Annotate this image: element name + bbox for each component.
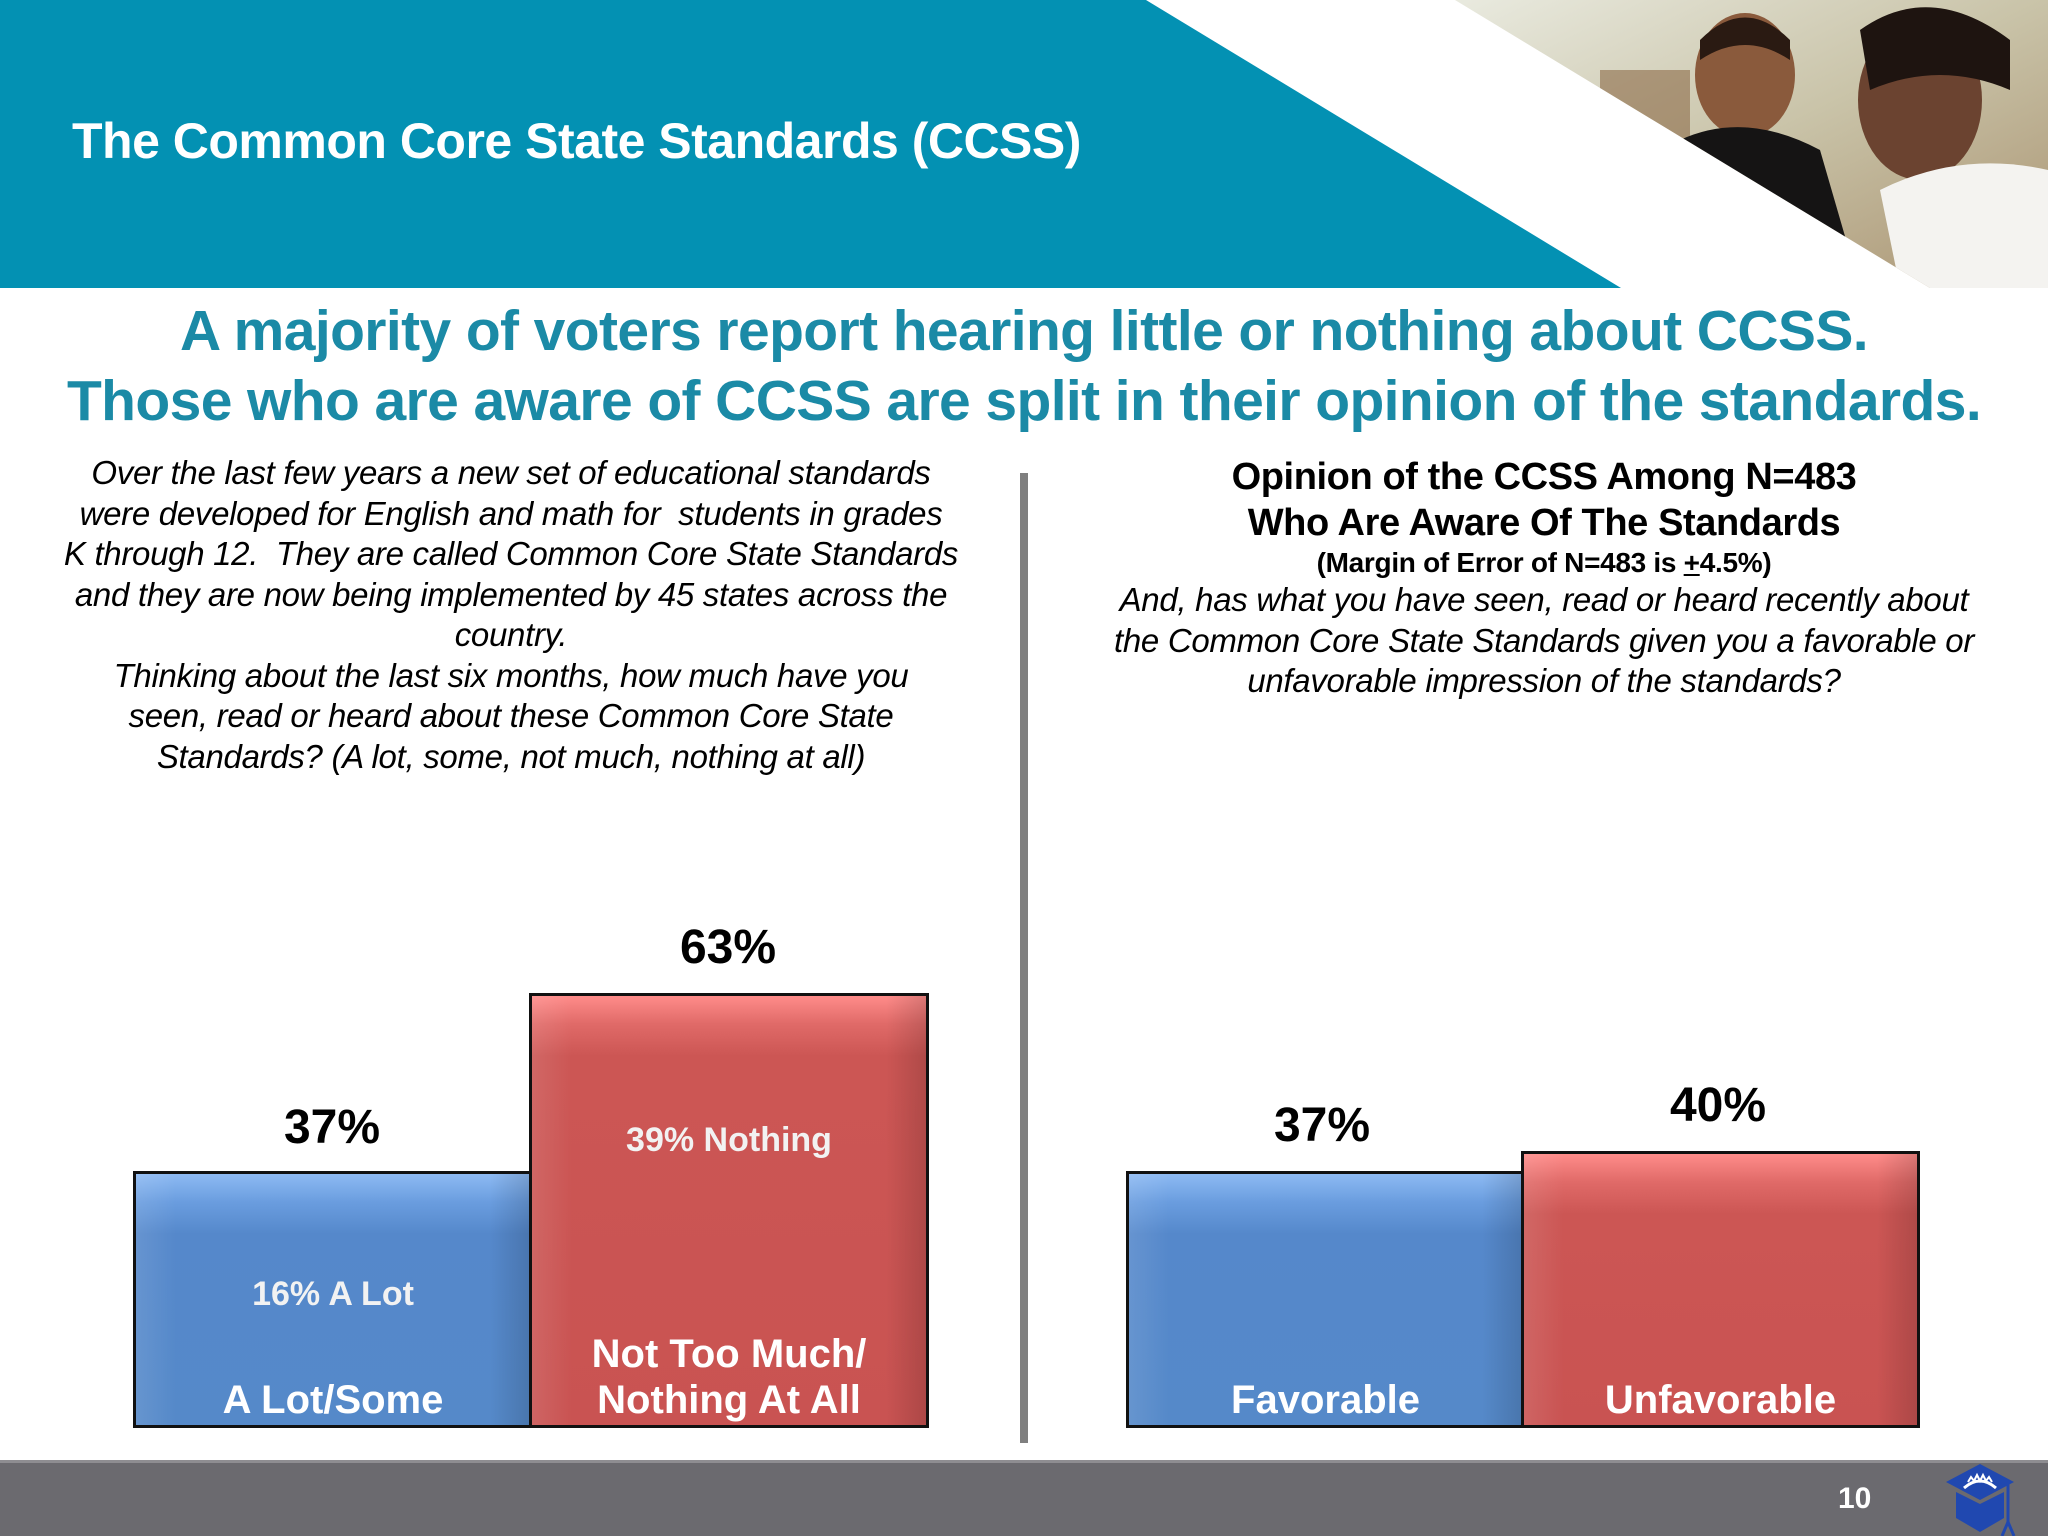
bar-favorable: Favorable <box>1126 1171 1525 1428</box>
bar-sub-label: 16% A Lot <box>252 1275 414 1313</box>
question-line: country. <box>454 616 568 653</box>
question-line: the Common Core State Standards given yo… <box>1113 621 1975 659</box>
bar-value-label: 37% <box>283 1101 381 1154</box>
bar-sub-label: 39% Nothing <box>626 1121 832 1159</box>
bar-category-text: Not Too Much/ Nothing At All <box>591 1332 867 1422</box>
graduation-cap-icon <box>1946 1464 2016 1536</box>
bar-unfavorable: Unfavorable <box>1521 1151 1920 1428</box>
plus-minus-symbol: + <box>1683 547 1700 578</box>
headline-line-1: A majority of voters report hearing litt… <box>179 299 1869 363</box>
slide-headline: A majority of voters report hearing litt… <box>0 296 2048 436</box>
bar-value-label: 63% <box>679 921 777 974</box>
right-question-text: And, has what you have seen, read or hea… <box>1040 580 2048 702</box>
right-chart-title: Opinion of the CCSS Among N=483 Who Are … <box>1040 454 2048 546</box>
bar-value-label: 40% <box>1669 1079 1767 1132</box>
right-title-line-2: Who Are Aware Of The Standards <box>1247 502 1841 544</box>
question-line: Thinking about the last six months, how … <box>113 656 909 694</box>
question-line: Over the last few years a new set of edu… <box>91 454 931 491</box>
page-number: 10 <box>1838 1482 1872 1515</box>
header-band <box>0 0 1621 288</box>
moe-prefix: (Margin of Error of N=483 is <box>1316 547 1684 578</box>
margin-of-error: (Margin of Error of N=483 is +4.5%) <box>1040 546 2048 580</box>
question-line: K through 12. They are called Common Cor… <box>63 535 959 572</box>
bar-not-too-much-nothing: 39% Nothing Not Too Much/ Nothing At All <box>529 993 929 1428</box>
question-line: Standards? (A lot, some, not much, nothi… <box>156 737 866 775</box>
right-title-line-1: Opinion of the CCSS Among N=483 <box>1231 456 1857 498</box>
header-photo <box>1455 0 2048 288</box>
bar-category-label: Unfavorable <box>1604 1378 1837 1422</box>
footer-bar <box>0 1460 2048 1536</box>
moe-suffix: 4.5%) <box>1699 547 1772 578</box>
question-line: seen, read or heard about these Common C… <box>128 697 894 734</box>
bar-category-label: Not Too Much/ Nothing At All <box>532 1331 926 1423</box>
bar-category-label: A Lot/Some <box>222 1378 444 1422</box>
right-panel-header: Opinion of the CCSS Among N=483 Who Are … <box>1040 454 2048 702</box>
panel-divider <box>1020 473 1028 1443</box>
bar-value-label: 37% <box>1273 1099 1371 1152</box>
question-line: and they are now being implemented by 45… <box>74 575 948 613</box>
bar-category-label: Favorable <box>1231 1378 1420 1422</box>
slide-section-title: The Common Core State Standards (CCSS) <box>72 113 1081 169</box>
question-line: unfavorable impression of the standards? <box>1247 662 1841 699</box>
bar-a-lot-some: 16% A Lot A Lot/Some <box>133 1171 533 1428</box>
question-line: were developed for English and math for … <box>79 494 943 532</box>
left-question-text: Over the last few years a new set of edu… <box>16 453 1006 777</box>
headline-line-2: Those who are aware of CCSS are split in… <box>66 369 1982 433</box>
question-line: And, has what you have seen, read or hea… <box>1119 581 1969 618</box>
